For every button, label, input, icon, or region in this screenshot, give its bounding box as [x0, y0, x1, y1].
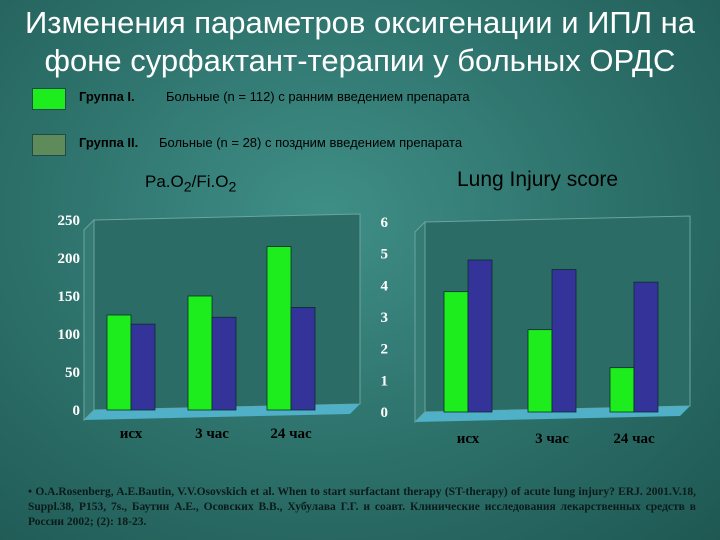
left-bar-series1-1	[106, 314, 132, 411]
left-chart-title: Pa.O2/Fi.O2	[145, 172, 236, 195]
left-bar-series2-2	[211, 316, 237, 411]
right-bar-chart: 0 1 2 3 4 5 6 исх 3 час 24 час	[381, 215, 691, 447]
legend-text-group-2: Больные (n = 28) с поздним введением пре…	[159, 135, 463, 150]
right-y-tick-label: 3	[381, 310, 389, 326]
left-x-category-label: исх	[120, 426, 143, 442]
left-y-tick-label: 250	[58, 213, 81, 229]
left-plot-wall	[83, 218, 95, 422]
right-bar-series1-1	[443, 291, 469, 413]
left-y-tick-label: 200	[58, 251, 81, 267]
slide-title: Изменения параметров оксигенации и ИПЛ н…	[0, 4, 720, 80]
left-y-tick-label: 150	[58, 289, 81, 305]
left-y-tick-label: 0	[73, 403, 81, 419]
legend-label-group-1: Группа I.	[79, 89, 135, 104]
right-y-tick-label: 5	[381, 247, 389, 263]
left-x-category-label: 24 час	[270, 426, 312, 442]
left-bar-series2-1	[130, 323, 156, 411]
left-bar-series1-2	[187, 295, 213, 411]
right-plot-wall	[414, 220, 426, 424]
right-bar-series2-3	[633, 281, 659, 413]
right-x-category-label: исх	[457, 431, 480, 447]
right-y-tick-label: 1	[381, 373, 389, 389]
left-bar-chart: 0 50 100 150 200 250 исх 3 час 24 час	[58, 213, 361, 442]
left-chart-title-sub2: 2	[228, 179, 237, 196]
left-x-category-label: 3 час	[195, 426, 229, 442]
right-y-tick-label: 6	[381, 215, 389, 231]
right-y-tick-label: 2	[381, 342, 389, 358]
slide-title-line2: фоне сурфактант-терапии у больных ОРДС	[44, 43, 676, 78]
right-bar-series1-3	[609, 367, 635, 413]
legend-swatch-group-1	[32, 88, 66, 110]
right-x-category-label: 24 час	[613, 431, 655, 447]
right-x-category-label: 3 час	[535, 431, 569, 447]
slide-title-line1: Изменения параметров оксигенации и ИПЛ н…	[24, 5, 696, 40]
legend-text-group-1: Больные (n = 112) с ранним введением пре…	[166, 89, 470, 104]
left-chart-title-mid: /Fi.O	[191, 172, 229, 191]
right-y-tick-label: 0	[381, 405, 389, 421]
left-y-tick-label: 50	[65, 365, 80, 381]
left-chart-title-sub1: 2	[183, 179, 192, 196]
left-chart-title-main: Pa.O	[145, 172, 184, 191]
right-bar-series2-1	[467, 259, 493, 413]
right-bar-series1-2	[527, 329, 553, 413]
right-bar-series2-2	[551, 269, 577, 413]
legend-label-group-2: Группа II.	[79, 135, 139, 150]
legend-swatch-group-2	[32, 134, 66, 156]
right-y-tick-label: 4	[381, 278, 389, 294]
left-bar-series2-3	[290, 306, 316, 411]
left-bar-series1-3	[266, 246, 292, 411]
right-chart-title: Lung Injury score	[457, 168, 619, 191]
left-y-tick-label: 100	[58, 327, 81, 343]
reference-text: • O.A.Rosenberg, A.E.Bautin, V.V.Osovski…	[28, 486, 696, 528]
